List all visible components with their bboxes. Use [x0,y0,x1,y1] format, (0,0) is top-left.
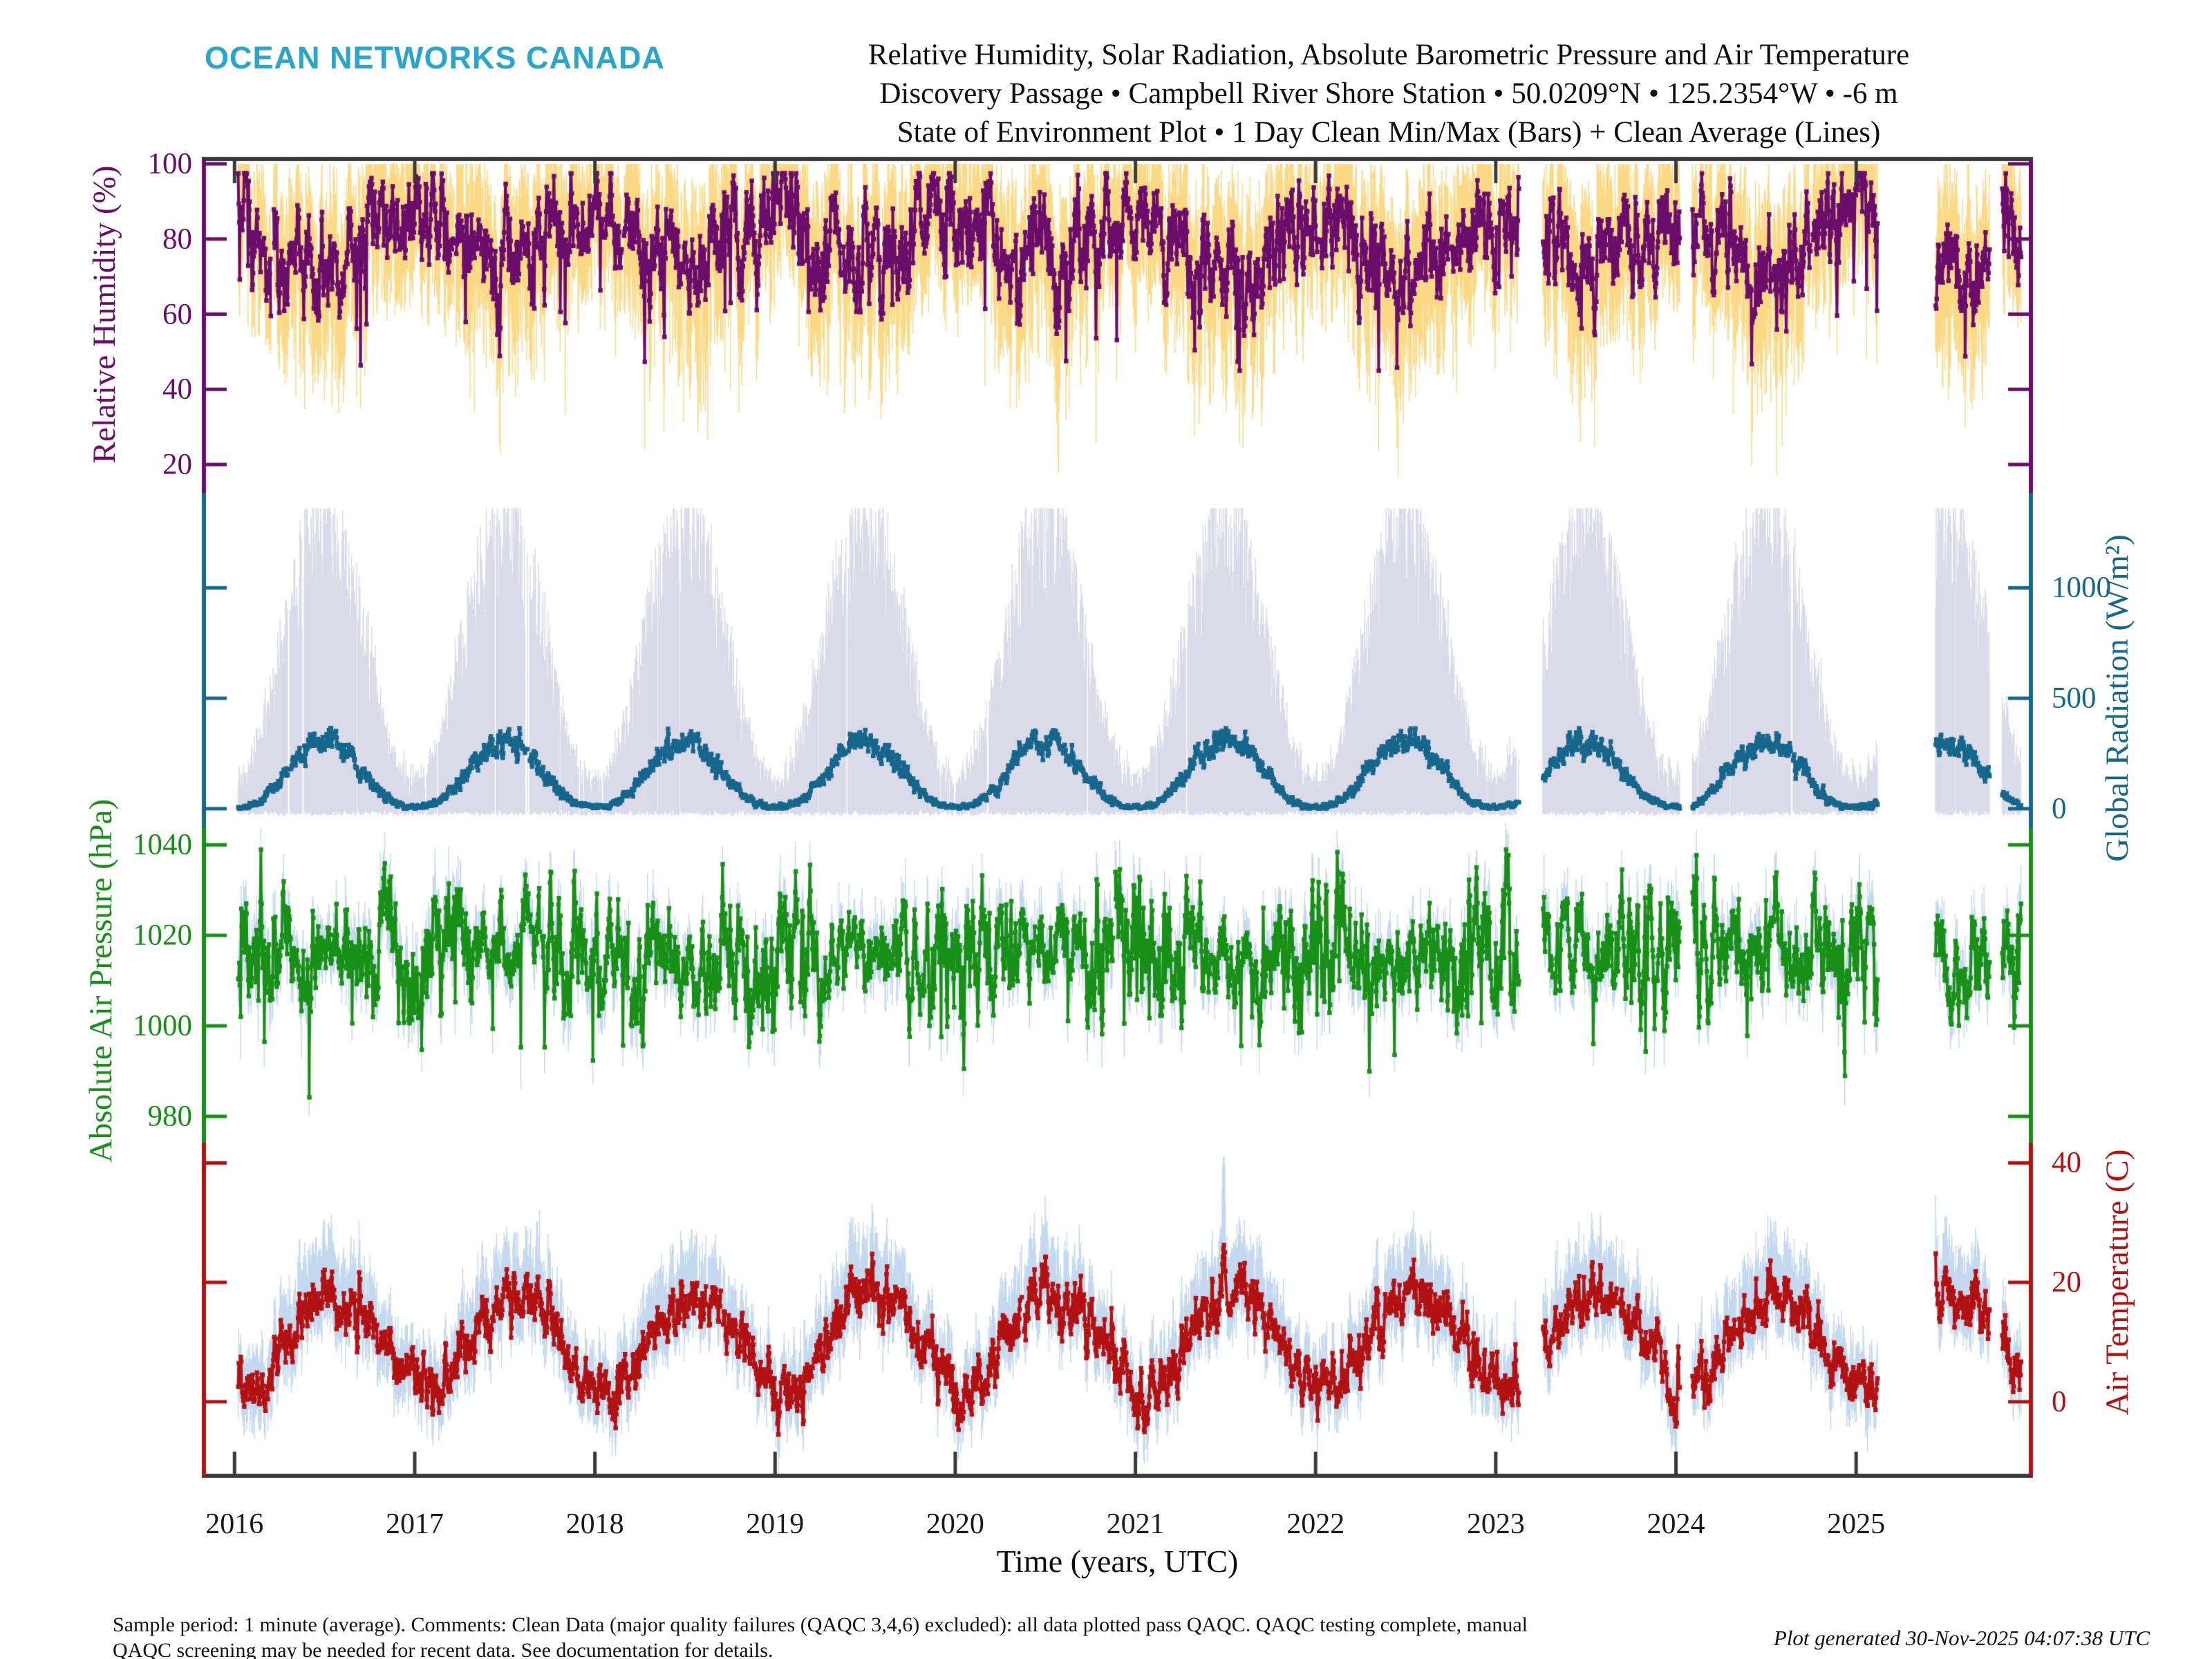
plot-title: Relative Humidity, Solar Radiation, Abso… [780,36,1998,152]
x-tick-label-year: 2019 [746,1508,805,1540]
y-tick-label-absolute_air_pressure: 1020 [133,919,192,952]
x-tick-label-year: 2024 [1647,1508,1705,1540]
y-axis-label-air-pressure: Absolute Air Pressure (hPa) [83,798,119,1163]
y-tick-label-relative_humidity: 100 [147,147,193,180]
y-axis-label-air-temperature: Air Temperature (C) [2099,1149,2135,1416]
y-tick-label-global_radiation: 500 [2052,682,2097,715]
footer-comments-line2: QAQC screening may be needed for recent … [113,1639,774,1659]
y-tick-label-relative_humidity: 40 [162,373,192,406]
y-tick-label-relative_humidity: 60 [162,298,192,330]
y-tick-label-air_temperature: 20 [2052,1266,2081,1299]
ocean-networks-canada-logo: OCEAN NETWORKS CANADA [205,40,665,75]
x-tick-label-year: 2018 [565,1508,624,1540]
y-tick-label-absolute_air_pressure: 980 [147,1100,193,1133]
y-tick-label-relative_humidity: 80 [162,223,192,256]
title-line-3: State of Environment Plot • 1 Day Clean … [897,116,1881,149]
title-line-2: Discovery Passage • Campbell River Shore… [879,77,1898,110]
x-tick-label-year: 2025 [1827,1508,1886,1540]
y-tick-label-absolute_air_pressure: 1000 [133,1009,192,1042]
y-tick-label-air_temperature: 40 [2052,1146,2081,1179]
x-tick-label-year: 2023 [1466,1508,1525,1540]
y-tick-label-global_radiation: 1000 [2052,571,2111,604]
y-tick-label-relative_humidity: 20 [162,448,192,481]
x-tick-label-year: 2021 [1106,1508,1165,1540]
x-tick-label-year: 2020 [926,1508,984,1540]
footer-comments-line1: Sample period: 1 minute (average). Comme… [113,1613,1528,1636]
y-tick-label-air_temperature: 0 [2052,1385,2067,1418]
x-tick-label-year: 2016 [205,1508,264,1540]
x-axis-label: Time (years, UTC) [996,1544,1239,1579]
y-tick-label-absolute_air_pressure: 1040 [133,828,192,861]
title-line-1: Relative Humidity, Solar Radiation, Abso… [868,39,1910,71]
x-tick-label-year: 2022 [1286,1508,1345,1540]
y-axis-label-relative-humidity: Relative Humidity (%) [86,165,122,463]
y-tick-label-global_radiation: 0 [2052,792,2067,825]
x-tick-label-year: 2017 [385,1508,444,1540]
plot-generated-timestamp: Plot generated 30-Nov-2025 04:07:38 UTC [1773,1626,2150,1650]
